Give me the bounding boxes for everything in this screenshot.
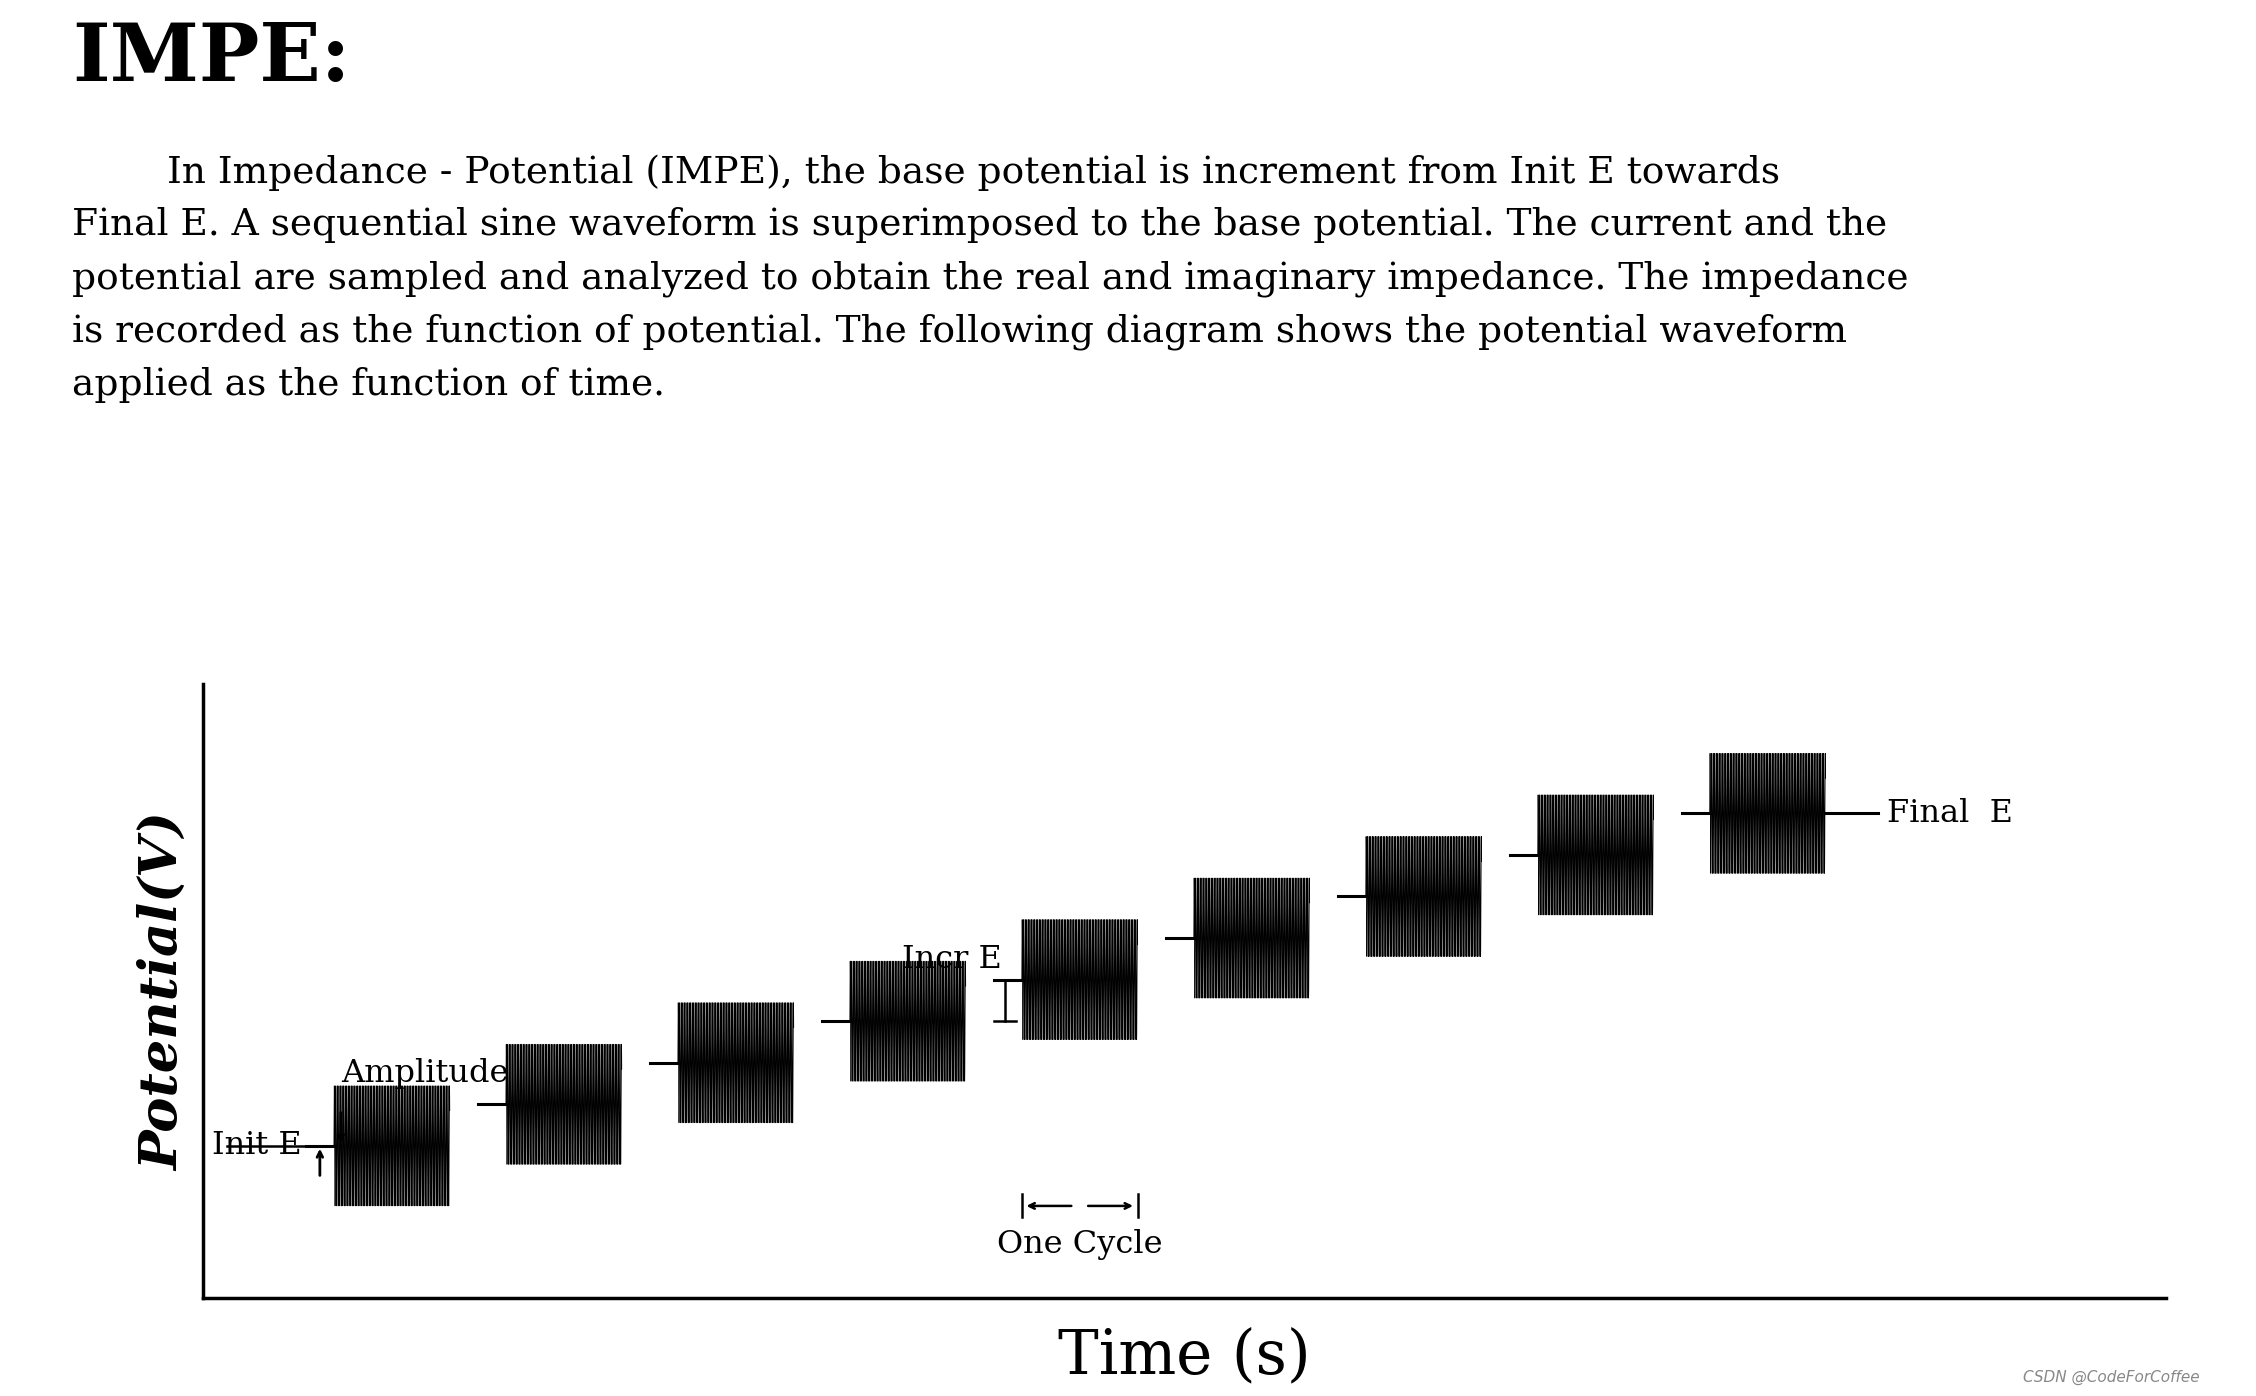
Y-axis label: Potential(V): Potential(V): [138, 811, 190, 1171]
Text: Incr E: Incr E: [902, 944, 1002, 974]
Text: In Impedance - Potential (IMPE), the base potential is increment from Init E tow: In Impedance - Potential (IMPE), the bas…: [72, 154, 1909, 403]
Text: Init E: Init E: [212, 1131, 302, 1161]
Text: One Cycle: One Cycle: [997, 1228, 1162, 1261]
Text: Amplitude: Amplitude: [341, 1058, 508, 1089]
X-axis label: Time (s): Time (s): [1058, 1326, 1311, 1386]
Text: IMPE:: IMPE:: [72, 20, 350, 98]
Text: Final  E: Final E: [1888, 799, 2012, 829]
Text: CSDN @CodeForCoffee: CSDN @CodeForCoffee: [2024, 1369, 2200, 1385]
